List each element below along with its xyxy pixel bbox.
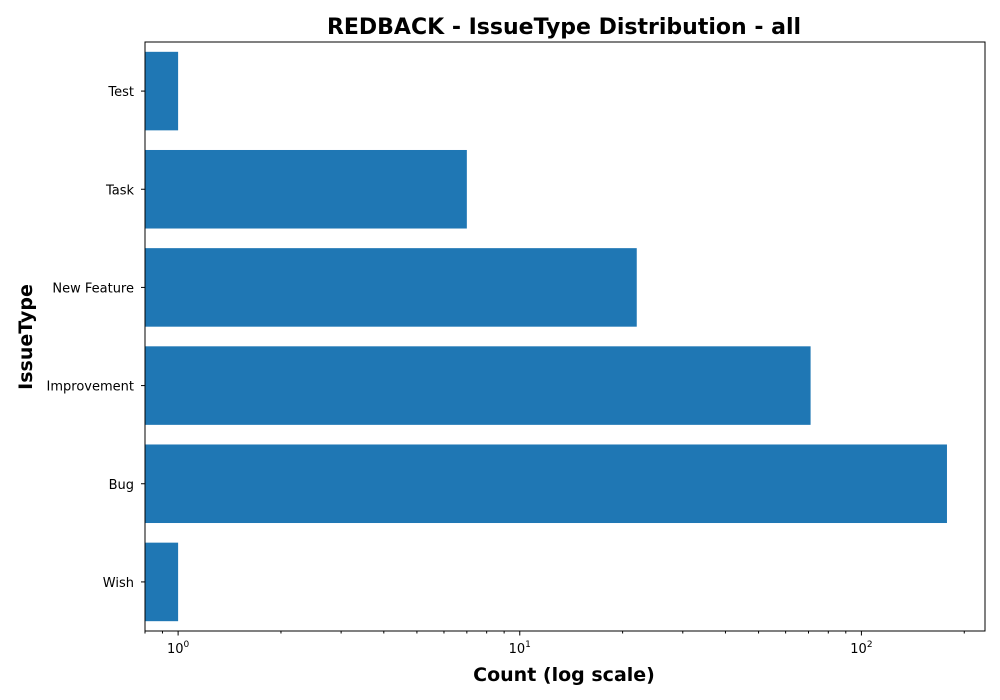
chart-title: REDBACK - IssueType Distribution - all [327,15,801,40]
y-tick-label-improvement: Improvement [47,380,134,395]
x-tick-label-10-0: 100 [167,640,190,657]
x-axis-label: Count (log scale) [473,664,655,686]
x-tick-label-10-2: 102 [850,640,872,657]
plot-frame [144,41,986,632]
y-tick-label-new-feature: New Feature [52,281,134,296]
y-tick-label-bug: Bug [109,478,134,493]
bar-test [145,51,179,131]
bar-bug [145,444,947,524]
y-tick-label-wish: Wish [103,576,134,591]
bars-group [145,51,947,622]
y-axis-ticks: Test Task New Feature Improvement Bug Wish [47,85,145,591]
bar-new-feature [145,248,637,327]
y-tick-label-test: Test [107,85,134,100]
x-tick-label-10-1: 101 [509,640,531,657]
bar-improvement [145,346,811,425]
x-axis-ticks: 100 101 102 [144,631,965,657]
bar-wish [145,542,179,622]
bar-task [145,149,467,229]
y-axis-label: IssueType [15,284,37,390]
y-tick-label-task: Task [105,183,135,198]
